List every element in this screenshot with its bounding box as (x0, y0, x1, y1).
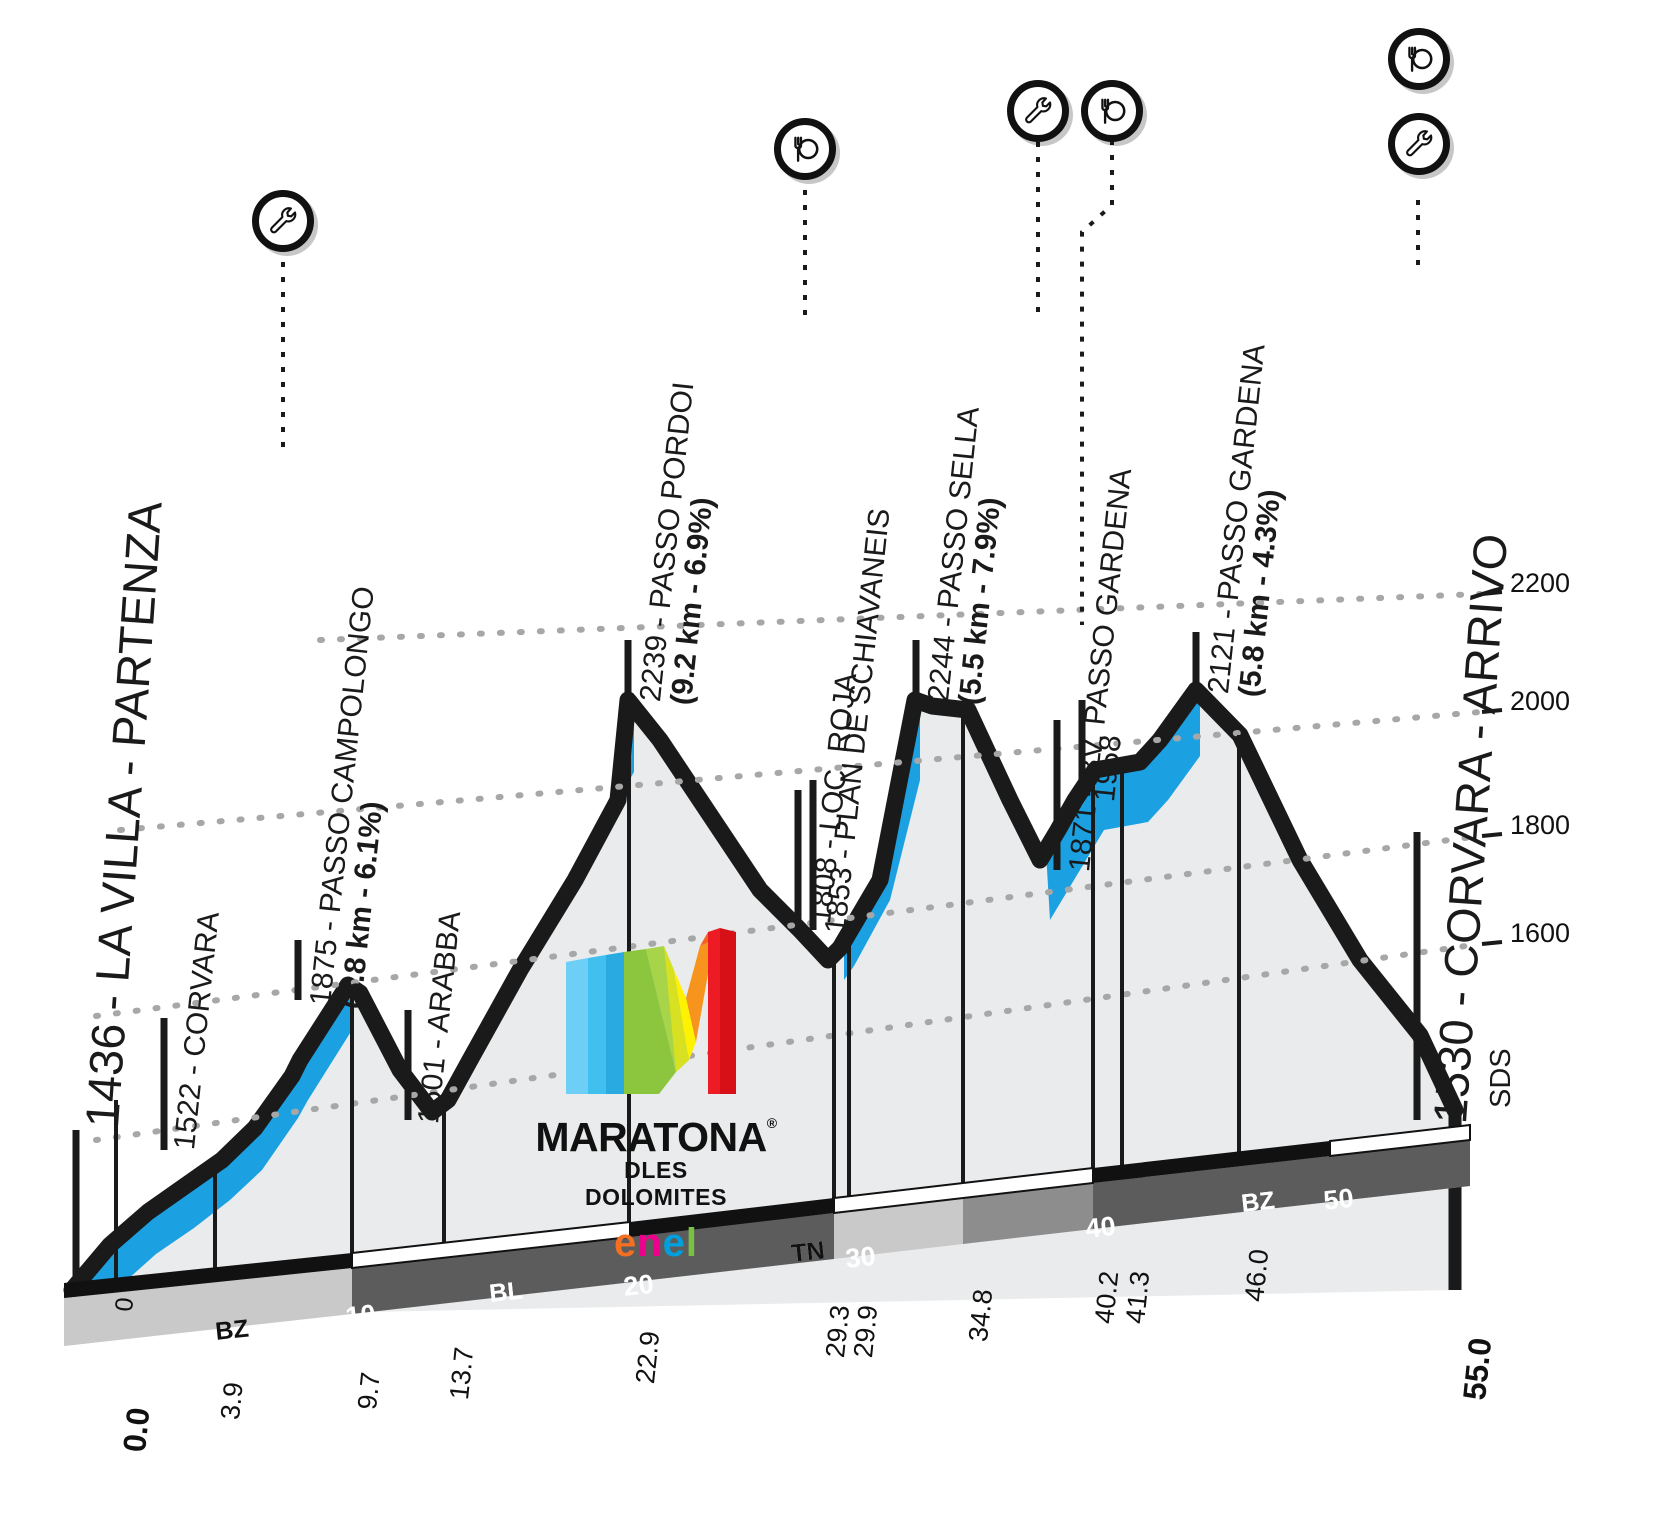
ribbon-province-bl: BL (488, 1276, 525, 1308)
km-tick-46-0: 46.0 (1239, 1247, 1275, 1304)
service-icon-badge-arrivo[interactable] (1388, 113, 1450, 175)
food-icon (794, 136, 819, 162)
ribbon-mark-20: 20 (622, 1268, 656, 1302)
point-leader-lines (114, 706, 1457, 1315)
maratona-registered: ® (766, 1115, 777, 1131)
elevation-gridlines (93, 591, 1483, 1143)
food-icon (1101, 98, 1126, 124)
ribbon-mark-10: 10 (344, 1298, 378, 1332)
logo-m-icon (566, 928, 736, 1094)
km-tick-3-9: 3.9 (215, 1380, 249, 1422)
gridline-label-2200: 2200 (1510, 568, 1571, 598)
maratona-title: MARATONA (535, 1114, 767, 1160)
km-tick-0: 0.0 (116, 1405, 157, 1454)
km-tick-55-0: 55.0 (1456, 1336, 1499, 1402)
km-tick-29-9: 29.9 (848, 1303, 884, 1360)
ribbon-mark-40: 40 (1084, 1210, 1118, 1244)
food-icon (1408, 46, 1433, 72)
km-tick-22-9: 22.9 (630, 1329, 666, 1386)
km-tick-0-small: 0 (110, 1296, 140, 1313)
km-tick-34-8: 34.8 (963, 1287, 999, 1344)
ribbon-mark-30: 30 (844, 1240, 878, 1274)
km-tick-41-3: 41.3 (1120, 1269, 1156, 1326)
gridline-label-1600: 1600 (1510, 918, 1571, 948)
gridline-label-1800: 1800 (1510, 810, 1571, 840)
label-sds-text: SDS (1485, 1048, 1517, 1108)
gridline-label-2000: 2000 (1510, 686, 1571, 716)
service-icon-badge-gardena[interactable] (1007, 80, 1069, 142)
enel-letter-l: l (685, 1221, 699, 1265)
distance-ribbon (64, 1123, 1471, 1346)
ribbon-province-tn: TN (790, 1236, 827, 1268)
wrench-icon (1406, 130, 1433, 157)
enel-letter-e: e (613, 1221, 638, 1265)
km-tick-13-7: 13.7 (444, 1345, 480, 1402)
label-1958: 1958 (1088, 733, 1128, 804)
enel-logo: enel (556, 1221, 756, 1266)
label-sds: SDS (1485, 1048, 1517, 1108)
profile-body (72, 690, 1455, 1318)
ribbon-mark-50: 50 (1322, 1182, 1356, 1216)
wrench-icon (1025, 97, 1052, 124)
food-icon-badge-pordoi[interactable] (774, 118, 836, 180)
gridline-ticks (1481, 590, 1503, 946)
km-tick-9-7: 9.7 (352, 1370, 386, 1412)
wrench-icon (270, 207, 297, 234)
service-icon-badge-campolongo[interactable] (252, 190, 314, 252)
ribbon-province-bz-2: BZ (1240, 1186, 1277, 1218)
ribbon-province-bz-1: BZ (214, 1314, 251, 1346)
maratona-wordmark: MARATONA ® DLES DOLOMITES (535, 1114, 777, 1211)
enel-letter-e2: e (662, 1221, 686, 1265)
food-icon-badge-arrivo[interactable] (1388, 28, 1450, 90)
food-icon-badge-gardena[interactable] (1081, 80, 1143, 142)
maratona-subtitle: DLES DOLOMITES (584, 1157, 728, 1210)
enel-letter-n: n (637, 1221, 663, 1265)
icon-connectors (281, 140, 1420, 625)
label-1958-text: 1958 (1088, 733, 1128, 804)
maratona-logo: MARATONA ® DLES DOLOMITES enel (535, 922, 777, 1265)
maratona-m-mark (556, 922, 746, 1112)
label-stems (72, 632, 1421, 1295)
